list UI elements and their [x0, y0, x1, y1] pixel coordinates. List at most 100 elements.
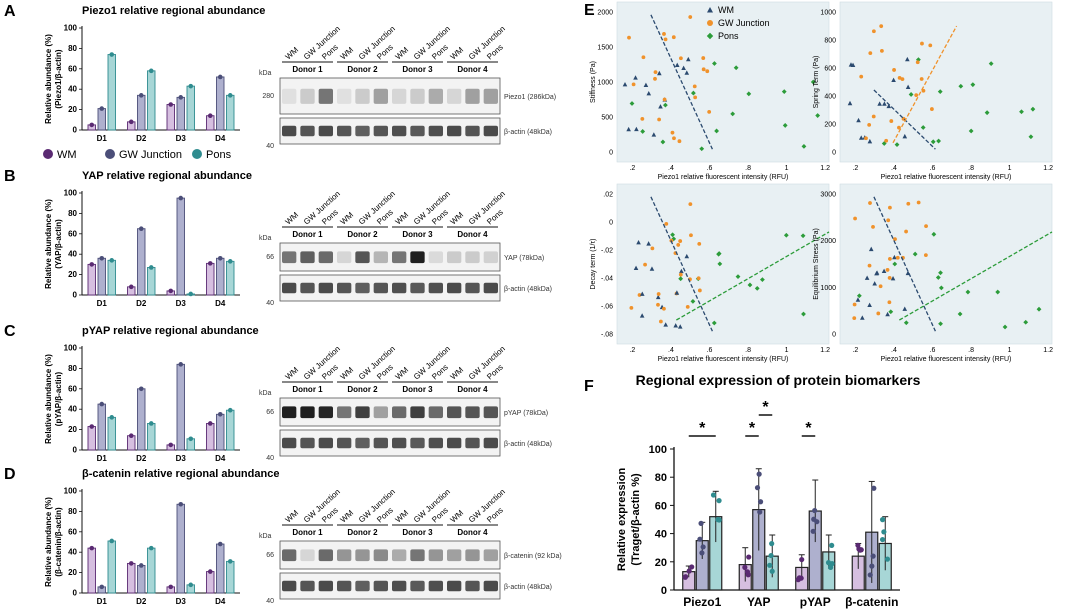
scatter-point-pons [801, 143, 807, 149]
blot-band [337, 251, 352, 264]
blot-band [318, 437, 333, 449]
panel-letter: A [4, 3, 16, 20]
scatter-point-pons [894, 142, 900, 147]
bar-panels-abcd: A Piezo1 relative regional abundance 0 20 40… [4, 3, 279, 606]
scatter-point-pons [936, 138, 942, 144]
scatter-point-wm [646, 241, 651, 246]
y-tick-label: 20 [68, 105, 77, 114]
mw-marker: 40 [266, 598, 274, 605]
blot-band [483, 88, 498, 104]
scatter-point-wm [651, 132, 657, 137]
bar-point [99, 255, 105, 261]
lane-label: WM [394, 45, 411, 61]
scatter-point-gw [662, 97, 667, 102]
bar-point [89, 262, 95, 267]
x-tick-label: .6 [930, 347, 936, 354]
band-label: β-actin (48kDa) [504, 286, 552, 293]
x-tick-label: D1 [97, 454, 108, 463]
bar-point [207, 113, 213, 119]
scatter-point-pons [663, 102, 668, 108]
scatter-point-gw [897, 125, 901, 130]
data-point [884, 556, 891, 562]
scatter-point-wm [855, 297, 861, 302]
blot-box [279, 397, 501, 427]
scatter-point-pons [717, 261, 723, 267]
mw-marker: 280 [262, 93, 274, 100]
scatter-point-gw [662, 306, 666, 311]
scatter-point-wm [868, 246, 874, 252]
y-tick-label: 80 [68, 209, 77, 218]
data-point [855, 542, 861, 548]
lane-label: WM [284, 45, 301, 61]
mw-marker: 66 [266, 552, 274, 559]
blot-band [410, 406, 425, 419]
x-tick-label: .8 [745, 165, 751, 172]
scatter-point-gw [697, 288, 702, 293]
band-label: β-actin (48kDa) [504, 129, 552, 136]
y-axis-label: Spring Term (Pa) [813, 56, 820, 109]
scatter-point-gw [664, 222, 669, 226]
scatter-point-gw [701, 56, 706, 60]
trend-line-pons [899, 231, 1053, 321]
scatter-point-gw [867, 123, 872, 127]
blot-band [318, 88, 333, 104]
scatter-point-pons [881, 141, 887, 146]
scatter-point-wm [877, 101, 882, 106]
scatter-point-gw [888, 205, 892, 210]
blot-band [410, 580, 425, 592]
x-tick-label: .8 [745, 347, 751, 354]
x-tick-label: D1 [97, 134, 108, 143]
scatter-point-wm [639, 291, 645, 296]
scatter-point-gw [887, 300, 892, 305]
blot-band [447, 549, 462, 562]
scatter-point-gw [876, 311, 881, 316]
scatter-point-pons [938, 285, 944, 291]
lane-label: WM [449, 210, 466, 226]
y-tick-label: 0 [609, 150, 613, 157]
blot-band [465, 437, 480, 449]
blot-band [373, 549, 388, 562]
scatter-point-pons [730, 111, 736, 117]
scatter-point-gw [629, 305, 634, 310]
blot-box [279, 117, 501, 145]
data-point [710, 492, 717, 498]
x-tick-label: YAP [747, 595, 771, 609]
y-tick-label: -.08 [601, 332, 613, 339]
blot-band [355, 437, 370, 449]
data-point [757, 509, 763, 515]
data-point [754, 485, 761, 491]
y-axis-label: Relative expression [616, 468, 628, 572]
x-tick-label: .4 [891, 347, 897, 354]
blot-box [279, 429, 501, 457]
x-tick-label: 1 [785, 165, 789, 172]
data-point [870, 553, 876, 559]
scatter-point-pons [800, 233, 806, 239]
scatter-point-gw [689, 233, 693, 238]
scatter-point-pons [938, 270, 943, 276]
data-point [769, 568, 775, 574]
blot-band [392, 88, 407, 104]
scatter-point-pons [1028, 134, 1034, 140]
x-tick-label: pYAP [800, 595, 831, 609]
scatter-point-pons [783, 232, 789, 238]
bar-point [178, 501, 184, 507]
bar-gw-junction [216, 543, 225, 594]
data-point [798, 575, 804, 581]
scatter-point-gw [885, 268, 890, 272]
bar-gw-junction [97, 108, 106, 131]
blot-band [282, 251, 297, 264]
scatter-point-gw [678, 56, 683, 61]
bar-point [138, 386, 144, 392]
scatter-point-gw [864, 136, 868, 141]
band-label: β-actin (48kDa) [504, 584, 552, 591]
scatter-plot-area [839, 183, 1053, 345]
scatter-point-wm [858, 135, 864, 140]
y-tick-label: 3000 [820, 192, 836, 199]
bar-point [217, 74, 223, 80]
scatter-point-gw [653, 76, 657, 81]
scatter-point-pons [735, 274, 741, 280]
mw-marker: 66 [266, 254, 274, 261]
blot-band [465, 580, 480, 592]
scatter-point-pons [629, 101, 635, 106]
